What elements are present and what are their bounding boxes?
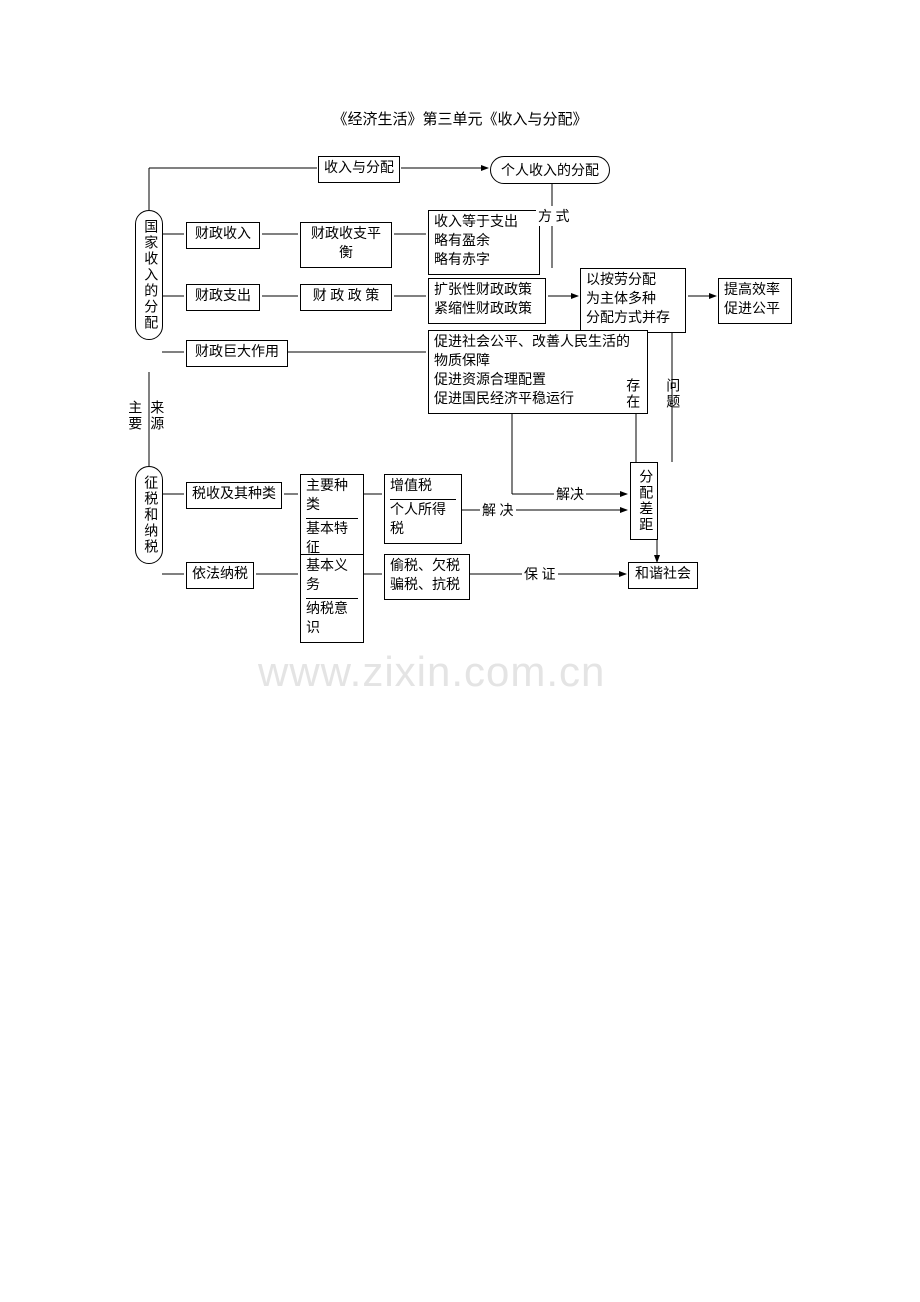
node-tax-law-sub1: 基本义务: [306, 558, 358, 596]
node-tax-kind-sub2: 基本特征: [306, 518, 358, 559]
page-title: 《经济生活》第三单元《收入与分配》: [310, 108, 610, 129]
node-tax-kind-det: 增值税 个人所得税: [384, 474, 462, 544]
node-dist-mode: 以按劳分配 为主体多种 分配方式并存: [580, 268, 686, 333]
node-fiscal-policy: 财 政 政 策: [300, 284, 392, 311]
node-tax-law-det: 偷税、欠税 骗税、抗税: [384, 554, 470, 600]
node-tax-law-sub: 基本义务 纳税意识: [300, 554, 364, 643]
label-guarantee: 保 证: [522, 564, 558, 584]
label-exist: 存在: [622, 378, 640, 410]
node-fiscal-revenue: 财政收入: [186, 222, 260, 249]
node-income-dist: 收入与分配: [318, 156, 400, 183]
node-role-detail: 促进社会公平、改善人民生活的 物质保障 促进资源合理配置 促进国民经济平稳运行: [428, 330, 648, 414]
node-harmony: 和谐社会: [628, 562, 698, 589]
node-tax-kind: 税收及其种类: [186, 482, 282, 509]
label-solve1: 解 决: [480, 500, 516, 520]
label-source-a: 主要: [124, 400, 142, 432]
label-source-b: 来源: [146, 400, 164, 432]
node-tax-collection: 征税和纳税: [135, 466, 163, 564]
node-tax-law-sub2: 纳税意识: [306, 598, 358, 639]
node-tax-law: 依法纳税: [186, 562, 254, 589]
node-personal-income: 个人收入的分配: [490, 156, 610, 184]
node-tax-kind-sub: 主要种类 基本特征: [300, 474, 364, 563]
node-policy-detail: 扩张性财政政策 紧缩性财政政策: [428, 278, 546, 324]
node-tax-det-iit: 个人所得税: [390, 499, 456, 540]
node-fiscal-expense: 财政支出: [186, 284, 260, 311]
node-fiscal-role: 财政巨大作用: [186, 340, 288, 367]
node-balance: 财政收支平衡: [300, 222, 392, 268]
node-efficiency: 提高效率 促进公平: [718, 278, 792, 324]
node-dist-gap: 分配差距: [630, 462, 658, 540]
node-tax-det-vat: 增值税: [390, 478, 456, 497]
label-mode: 方 式: [536, 206, 572, 226]
label-solve2: 解决: [554, 484, 586, 504]
node-national-income: 国家收入的分配: [135, 210, 163, 340]
node-tax-kind-sub1: 主要种类: [306, 478, 358, 516]
node-balance-detail: 收入等于支出 略有盈余 略有赤字: [428, 210, 540, 275]
label-problem: 问题: [662, 378, 680, 410]
watermark-text: www.zixin.com.cn: [258, 648, 605, 696]
